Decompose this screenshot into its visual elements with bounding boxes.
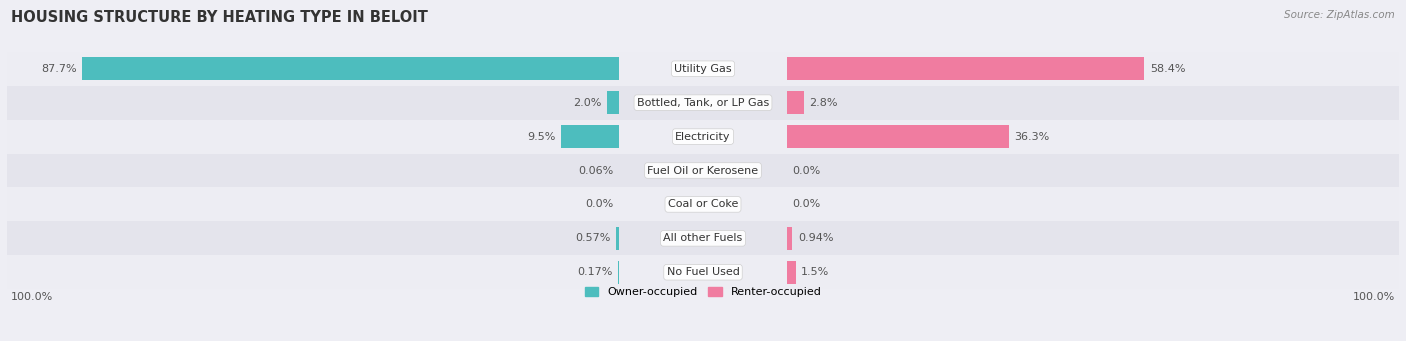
Text: Coal or Coke: Coal or Coke	[668, 199, 738, 209]
Text: 0.0%: 0.0%	[586, 199, 614, 209]
Text: 36.3%: 36.3%	[1014, 132, 1050, 142]
Text: 2.0%: 2.0%	[574, 98, 602, 108]
Text: 0.57%: 0.57%	[575, 233, 610, 243]
Text: Electricity: Electricity	[675, 132, 731, 142]
Bar	[607, 91, 620, 114]
Bar	[83, 57, 620, 80]
Bar	[7, 52, 1399, 86]
Text: 0.06%: 0.06%	[578, 165, 613, 176]
Text: 0.0%: 0.0%	[792, 199, 820, 209]
Bar	[616, 227, 620, 250]
Text: 87.7%: 87.7%	[41, 64, 77, 74]
Bar	[7, 153, 1399, 188]
Text: 58.4%: 58.4%	[1150, 64, 1185, 74]
Text: Utility Gas: Utility Gas	[675, 64, 731, 74]
Text: 0.17%: 0.17%	[578, 267, 613, 277]
Text: 0.0%: 0.0%	[792, 165, 820, 176]
Text: Fuel Oil or Kerosene: Fuel Oil or Kerosene	[647, 165, 759, 176]
Legend: Owner-occupied, Renter-occupied: Owner-occupied, Renter-occupied	[585, 287, 821, 297]
Bar	[7, 86, 1399, 120]
Text: 0.94%: 0.94%	[797, 233, 834, 243]
Text: 100.0%: 100.0%	[10, 292, 53, 302]
Bar	[786, 57, 1144, 80]
Text: HOUSING STRUCTURE BY HEATING TYPE IN BELOIT: HOUSING STRUCTURE BY HEATING TYPE IN BEL…	[11, 10, 427, 25]
Bar	[7, 221, 1399, 255]
Text: 9.5%: 9.5%	[527, 132, 555, 142]
Bar	[561, 125, 620, 148]
Bar	[786, 91, 804, 114]
Bar	[786, 227, 792, 250]
Text: Source: ZipAtlas.com: Source: ZipAtlas.com	[1284, 10, 1395, 20]
Text: 2.8%: 2.8%	[810, 98, 838, 108]
Text: No Fuel Used: No Fuel Used	[666, 267, 740, 277]
Text: 1.5%: 1.5%	[801, 267, 830, 277]
Text: Bottled, Tank, or LP Gas: Bottled, Tank, or LP Gas	[637, 98, 769, 108]
Bar	[786, 261, 796, 284]
Text: 100.0%: 100.0%	[1353, 292, 1396, 302]
Bar	[7, 120, 1399, 153]
Bar	[7, 255, 1399, 289]
Bar	[786, 125, 1010, 148]
Bar	[7, 188, 1399, 221]
Text: All other Fuels: All other Fuels	[664, 233, 742, 243]
